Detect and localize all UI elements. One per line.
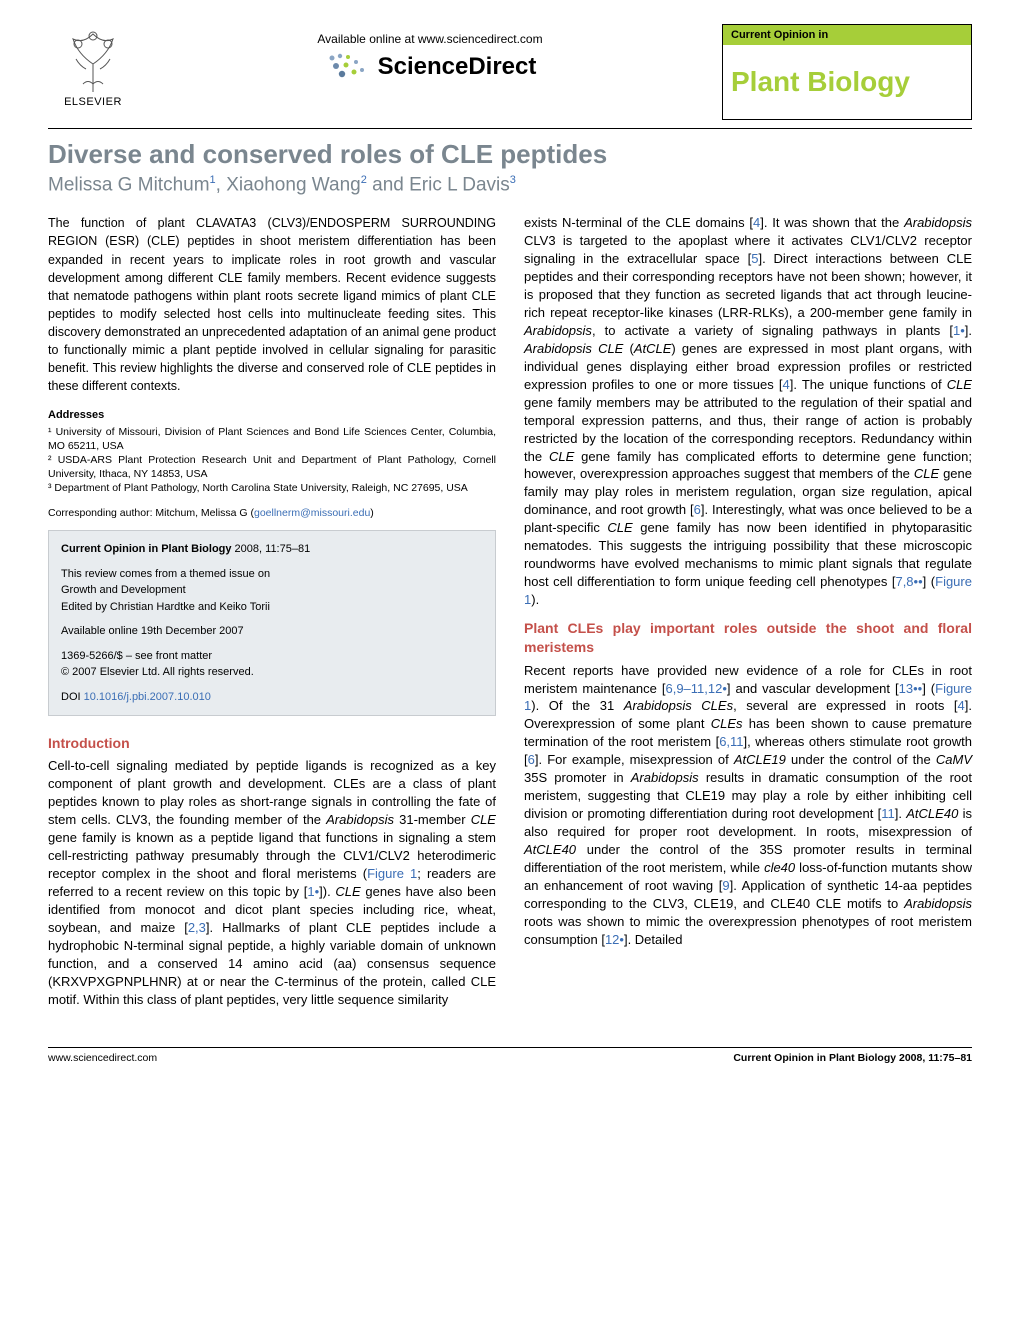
corresponding-label: Corresponding author: Mitchum, Melissa G… [48, 507, 254, 519]
infobox-doi[interactable]: 10.1016/j.pbi.2007.10.010 [84, 691, 211, 703]
elsevier-tree-icon [58, 24, 128, 94]
header-rule [48, 128, 972, 129]
sciencedirect-dots-icon [324, 52, 370, 82]
page-header: ELSEVIER Available online at www.science… [48, 24, 972, 120]
infobox-themed-1: This review comes from a themed issue on [61, 566, 483, 583]
elsevier-label: ELSEVIER [64, 96, 122, 108]
header-center: Available online at www.sciencedirect.co… [138, 24, 722, 82]
section-heading-plant-cles: Plant CLEs play important roles outside … [524, 619, 972, 658]
section-heading-introduction: Introduction [48, 734, 496, 753]
infobox-themed-2: Growth and Development [61, 582, 483, 599]
right-column: exists N-terminal of the CLE domains [4]… [524, 214, 972, 1018]
page-footer: www.sciencedirect.com Current Opinion in… [48, 1047, 972, 1064]
infobox-issn: 1369-5266/$ – see front matter [61, 648, 483, 665]
available-online-text: Available online at www.sciencedirect.co… [138, 32, 722, 46]
corresponding-email[interactable]: goellnerm@missouri.edu [254, 507, 370, 519]
addresses-lines: ¹ University of Missouri, Division of Pl… [48, 425, 496, 496]
infobox-citation-journal: Current Opinion in Plant Biology [61, 543, 232, 555]
left-column: The function of plant CLAVATA3 (CLV3)/EN… [48, 214, 496, 1018]
abstract-text: The function of plant CLAVATA3 (CLV3)/EN… [48, 214, 496, 395]
infobox-doi-label: DOI [61, 691, 84, 703]
badge-top-text: Current Opinion in [723, 25, 971, 45]
infobox-editors: Edited by Christian Hardtke and Keiko To… [61, 599, 483, 616]
infobox-online-date: Available online 19th December 2007 [61, 623, 483, 640]
corresponding-close: ) [370, 507, 374, 519]
footer-right: Current Opinion in Plant Biology 2008, 1… [733, 1052, 972, 1064]
elsevier-logo-block: ELSEVIER [48, 24, 138, 108]
infobox-copyright: © 2007 Elsevier Ltd. All rights reserved… [61, 664, 483, 681]
footer-left: www.sciencedirect.com [48, 1052, 157, 1064]
corresponding-author: Corresponding author: Mitchum, Melissa G… [48, 506, 496, 520]
right-col-paragraph-2: Recent reports have provided new evidenc… [524, 662, 972, 949]
sciencedirect-logo: ScienceDirect [138, 52, 722, 82]
addresses-heading: Addresses [48, 408, 496, 423]
introduction-paragraph: Cell-to-cell signaling mediated by pepti… [48, 757, 496, 1008]
infobox-citation-rest: 2008, 11:75–81 [232, 543, 311, 555]
badge-journal-title: Plant Biology [731, 68, 910, 96]
right-col-paragraph-1: exists N-terminal of the CLE domains [4]… [524, 214, 972, 609]
sciencedirect-wordmark: ScienceDirect [378, 53, 537, 81]
body-columns: The function of plant CLAVATA3 (CLV3)/EN… [48, 214, 972, 1018]
article-authors: Melissa G Mitchum1, Xiaohong Wang2 and E… [48, 174, 972, 196]
article-info-box: Current Opinion in Plant Biology 2008, 1… [48, 530, 496, 716]
journal-badge: Current Opinion in Plant Biology [722, 24, 972, 120]
article-title: Diverse and conserved roles of CLE pepti… [48, 139, 972, 170]
